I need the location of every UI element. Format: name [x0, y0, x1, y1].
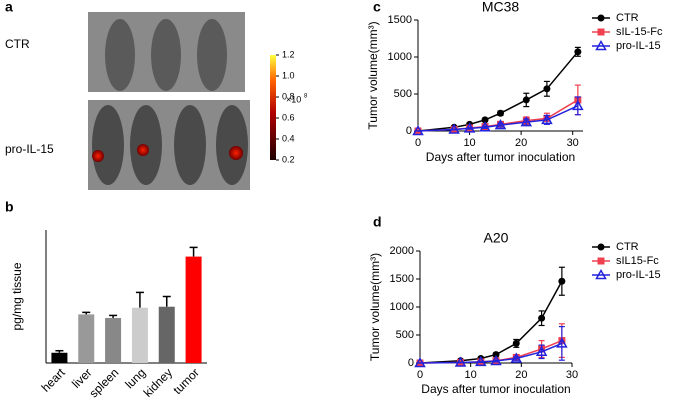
marker — [574, 48, 582, 56]
marker — [541, 113, 553, 125]
marker — [494, 119, 507, 130]
colorbar-tick-label: 1.0 — [282, 70, 295, 80]
y-tick-label: 0 — [406, 125, 412, 137]
legend-label: sIL15-Fc — [616, 255, 659, 267]
x-tick-label: heart — [39, 365, 69, 395]
legend-label: CTR — [616, 241, 639, 253]
marker — [412, 124, 424, 136]
colorbar-tick-label: 1.2 — [282, 49, 295, 59]
marker — [597, 28, 605, 36]
bar — [105, 317, 122, 363]
marker — [481, 116, 489, 124]
x-tick-label: 10 — [465, 369, 477, 381]
legend-label: pro-IL-15 — [616, 40, 661, 52]
marker — [497, 109, 504, 117]
y-axis-label: Tumor volume(mm³) — [368, 253, 382, 361]
bar — [158, 306, 175, 363]
x-tick-label: spleen — [87, 365, 122, 400]
colorbar-tick-label: 0.2 — [282, 154, 295, 164]
panel-label: b — [5, 199, 14, 215]
legend-label: CTR — [616, 12, 639, 24]
x-tick-label: kidney — [141, 365, 175, 399]
y-tick-label: 500 — [394, 88, 412, 100]
chart-title: A20 — [484, 230, 509, 246]
x-tick-label: 20 — [515, 137, 527, 149]
colorbar-tick-label: 0.8 — [282, 91, 295, 101]
x-tick-label: 0 — [415, 137, 421, 149]
marker — [597, 257, 605, 265]
chart-title: MC38 — [482, 0, 520, 15]
colorbar-multiplier: ×10 — [286, 94, 301, 104]
x-axis-label: Days after tumor inoculation — [426, 150, 575, 164]
marker — [597, 14, 605, 22]
bar — [51, 352, 68, 363]
row-label: CTR — [5, 37, 30, 51]
marker — [558, 277, 566, 285]
y-tick-label: 0 — [408, 357, 414, 369]
x-tick-label: 30 — [567, 137, 579, 149]
y-tick-label: 1000 — [388, 51, 412, 63]
panel-label: a — [5, 0, 13, 15]
marker — [556, 337, 568, 348]
marker — [492, 351, 500, 359]
y-axis-label: Tumor volume(mm³) — [366, 21, 380, 129]
y-tick-label: 1500 — [390, 273, 414, 285]
bar — [131, 307, 148, 363]
x-tick-label: tumor — [170, 365, 202, 397]
marker — [538, 314, 546, 322]
y-tick-label: 1000 — [390, 301, 414, 313]
legend-label: pro-IL-15 — [616, 269, 661, 281]
bar — [185, 256, 202, 363]
x-tick-label: 20 — [515, 369, 527, 381]
y-tick-label: 2000 — [390, 245, 414, 257]
marker — [414, 356, 426, 368]
row-label: pro-IL-15 — [5, 142, 54, 156]
marker — [448, 123, 460, 134]
marker — [520, 116, 533, 127]
colorbar-tick-label: 0.6 — [282, 112, 295, 122]
marker — [510, 352, 523, 363]
y-tick-label: 1500 — [388, 14, 412, 26]
x-tick-label: 10 — [463, 137, 475, 149]
mouse-image-pro-il-15 — [88, 100, 250, 190]
colorbar-tick-label: 0.4 — [282, 133, 295, 143]
mouse-image-ctr — [88, 12, 245, 92]
legend-label: sIL-15-Fc — [616, 26, 663, 38]
colorbar — [270, 55, 276, 160]
y-axis-label: pg/mg tissue — [10, 262, 24, 330]
panel-label: c — [373, 0, 381, 15]
marker — [490, 355, 502, 366]
marker — [475, 355, 487, 367]
marker — [572, 99, 584, 111]
series-line — [417, 51, 579, 132]
marker — [512, 339, 520, 347]
x-axis-label: Days after tumor inoculation — [421, 382, 570, 396]
panel-label: d — [373, 214, 382, 230]
y-tick-label: 500 — [396, 329, 414, 341]
bar — [78, 314, 95, 363]
marker — [595, 268, 607, 280]
marker — [597, 243, 605, 251]
marker — [543, 85, 551, 93]
marker — [463, 122, 476, 133]
x-tick-label: 30 — [566, 369, 578, 381]
marker — [595, 39, 607, 51]
colorbar-exponent: 8 — [304, 94, 308, 100]
x-tick-label: 0 — [417, 369, 423, 381]
marker — [535, 345, 548, 357]
marker — [454, 356, 467, 367]
marker — [479, 121, 491, 132]
marker — [522, 96, 530, 104]
